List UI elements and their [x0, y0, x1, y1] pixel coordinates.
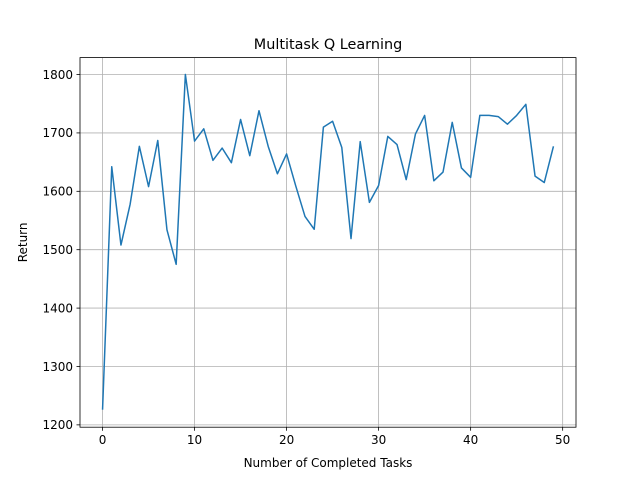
- tick-layer: 0 10 20 30 40 50 1200 1300 1400 1500 1600 1700 1800: [42, 68, 570, 447]
- x-tick-label: 30: [371, 433, 386, 447]
- y-tick-label: 1500: [42, 243, 73, 257]
- x-tick-label: 50: [555, 433, 570, 447]
- y-tick-label: 1200: [42, 418, 73, 432]
- y-tick-label: 1700: [42, 126, 73, 140]
- grid-layer: [80, 57, 576, 428]
- x-axis-label: Number of Completed Tasks: [244, 456, 413, 470]
- y-axis-label: Return: [16, 222, 30, 262]
- x-tick-label: 10: [187, 433, 202, 447]
- y-tick-label: 1800: [42, 68, 73, 82]
- series-layer: [101, 73, 555, 410]
- y-tick-label: 1600: [42, 185, 73, 199]
- y-tick-label: 1400: [42, 301, 73, 315]
- y-tick-label: 1300: [42, 360, 73, 374]
- x-tick-label: 0: [99, 433, 107, 447]
- series-line-0: [101, 73, 555, 410]
- chart-title: Multitask Q Learning: [254, 37, 402, 53]
- plot-frame: [79, 57, 577, 428]
- x-tick-label: 20: [279, 433, 294, 447]
- x-tick-label: 40: [463, 433, 478, 447]
